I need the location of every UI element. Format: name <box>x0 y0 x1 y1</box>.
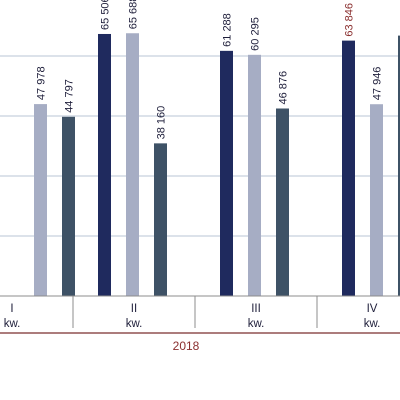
grid-lines <box>0 55 400 237</box>
value-label: 65 688 <box>128 0 140 29</box>
bar-qIII-s1 <box>248 54 261 296</box>
quarter-suffix-label: kw. <box>4 318 21 330</box>
year-label: 2018 <box>173 339 200 353</box>
value-labels: 47 978 44 797 65 506 65 688 38 160 61 288 60 2… <box>36 0 384 139</box>
value-label: 46 876 <box>278 71 290 105</box>
quarter-label: IV <box>367 303 378 315</box>
bar-qI-s1 <box>34 104 47 296</box>
bar-qI-s2 <box>62 116 75 296</box>
value-label: 47 946 <box>372 67 384 101</box>
bar-qIV-s0 <box>342 40 355 297</box>
bars <box>34 33 400 297</box>
quarter-label: II <box>131 303 137 315</box>
value-label: 44 797 <box>64 79 76 113</box>
quarter-label: III <box>251 303 261 315</box>
bar-qIV-s1 <box>370 104 383 296</box>
quarter-suffix-label: kw. <box>248 318 265 330</box>
quarter-suffix-label: kw. <box>364 318 381 330</box>
bar-qIV-s2 <box>398 35 400 296</box>
value-label: 63 846 <box>344 3 356 37</box>
bar-qII-s2 <box>154 143 167 296</box>
value-label: 47 978 <box>36 66 48 100</box>
value-label: 60 295 <box>250 17 262 51</box>
quarter-label: I <box>10 303 13 315</box>
value-label: 65 506 <box>100 0 112 30</box>
quarter-suffix-label: kw. <box>126 318 143 330</box>
value-label: 61 288 <box>222 13 234 47</box>
bar-qIII-s2 <box>276 108 289 296</box>
bar-qIII-s0 <box>220 50 233 297</box>
x-axis: Ikw. II kw. III kw. IV kw. <box>0 295 400 334</box>
bar-qII-s1 <box>126 33 139 297</box>
bar-qII-s0 <box>98 33 111 296</box>
value-label: 38 160 <box>156 106 168 140</box>
